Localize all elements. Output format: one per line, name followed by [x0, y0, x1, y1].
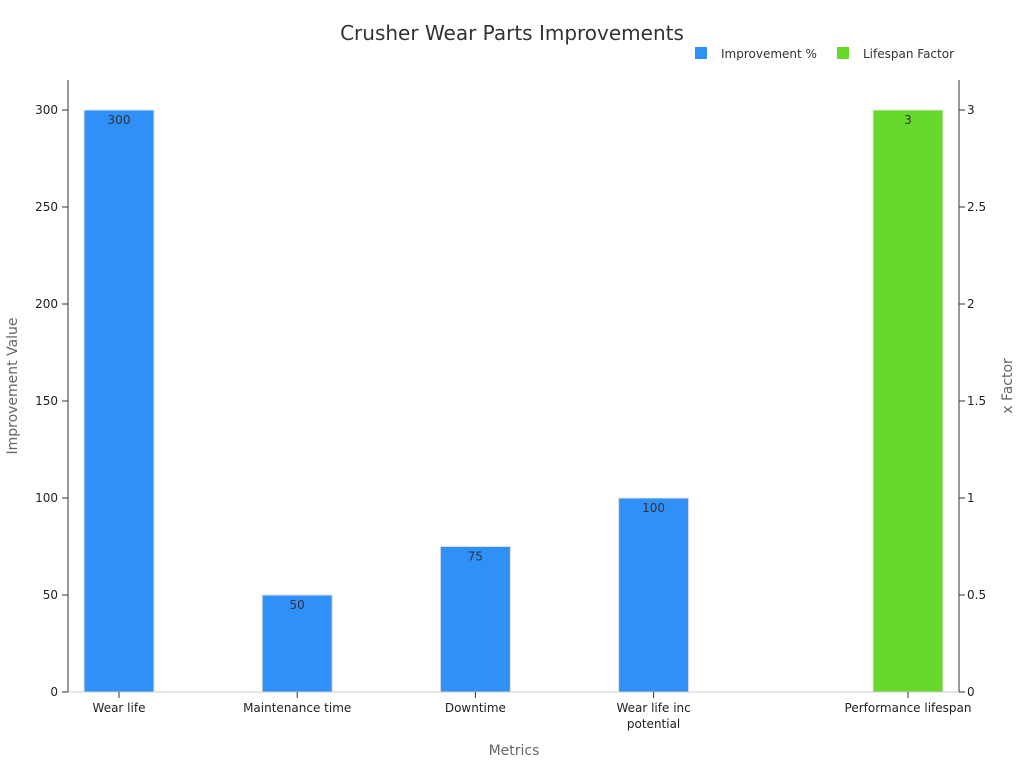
bar-improvement-0: [83, 109, 155, 693]
bar-lifespan-4: [872, 109, 944, 693]
x-tick-label-0: Wear life: [93, 701, 146, 715]
left-axis-ticks: 0 50 100 150 200 250 300: [35, 103, 68, 699]
y2-tick-label-3: 1.5: [967, 394, 986, 408]
y-tick-label-2: 100: [35, 491, 58, 505]
x-tick-label-2: Downtime: [445, 701, 506, 715]
data-label-improvement-1: 50: [290, 598, 305, 612]
legend-label-lifespan: Lifespan Factor: [863, 47, 954, 61]
y-axis-title: Improvement Value: [5, 317, 21, 454]
y-tick-label-1: 50: [43, 588, 58, 602]
right-axis-ticks: 0 0.5 1 1.5 2 2.5 3: [959, 103, 986, 699]
legend-swatch-lifespan: [837, 47, 849, 59]
legend: Improvement % Lifespan Factor: [695, 47, 954, 61]
data-labels: 300 50 75 100 3: [108, 113, 912, 612]
bar-improvement-1: [261, 594, 333, 693]
x-tick-label-1: Maintenance time: [243, 701, 351, 715]
y-tick-label-5: 250: [35, 200, 58, 214]
data-label-improvement-3: 100: [642, 501, 665, 515]
data-label-improvement-0: 300: [108, 113, 131, 127]
y2-tick-label-2: 1: [967, 491, 975, 505]
y2-axis-title: x Factor: [1000, 358, 1016, 414]
x-tick-label-3: Wear life inc potential: [616, 701, 690, 731]
legend-swatch-improvement: [695, 47, 707, 59]
data-label-lifespan-4: 3: [904, 113, 912, 127]
y-tick-label-6: 300: [35, 103, 58, 117]
y-tick-label-4: 200: [35, 297, 58, 311]
data-label-improvement-2: 75: [468, 550, 483, 564]
y2-tick-label-5: 2.5: [967, 200, 986, 214]
x-axis-title: Metrics: [489, 743, 540, 759]
bar-improvement-2: [439, 546, 511, 693]
x-axis-ticks: Wear life Maintenance time Downtime Wear li…: [93, 692, 972, 731]
y-tick-label-3: 150: [35, 394, 58, 408]
bar-improvement-3: [618, 497, 690, 693]
chart-title: Crusher Wear Parts Improvements: [340, 21, 684, 45]
y2-tick-label-6: 3: [967, 103, 975, 117]
y2-tick-label-4: 2: [967, 297, 975, 311]
legend-label-improvement: Improvement %: [721, 47, 817, 61]
y2-tick-label-0: 0: [967, 685, 975, 699]
bars: [83, 109, 944, 693]
x-tick-label-4: Performance lifespan: [845, 701, 972, 715]
y2-tick-label-1: 0.5: [967, 588, 986, 602]
y-tick-label-0: 0: [50, 685, 58, 699]
